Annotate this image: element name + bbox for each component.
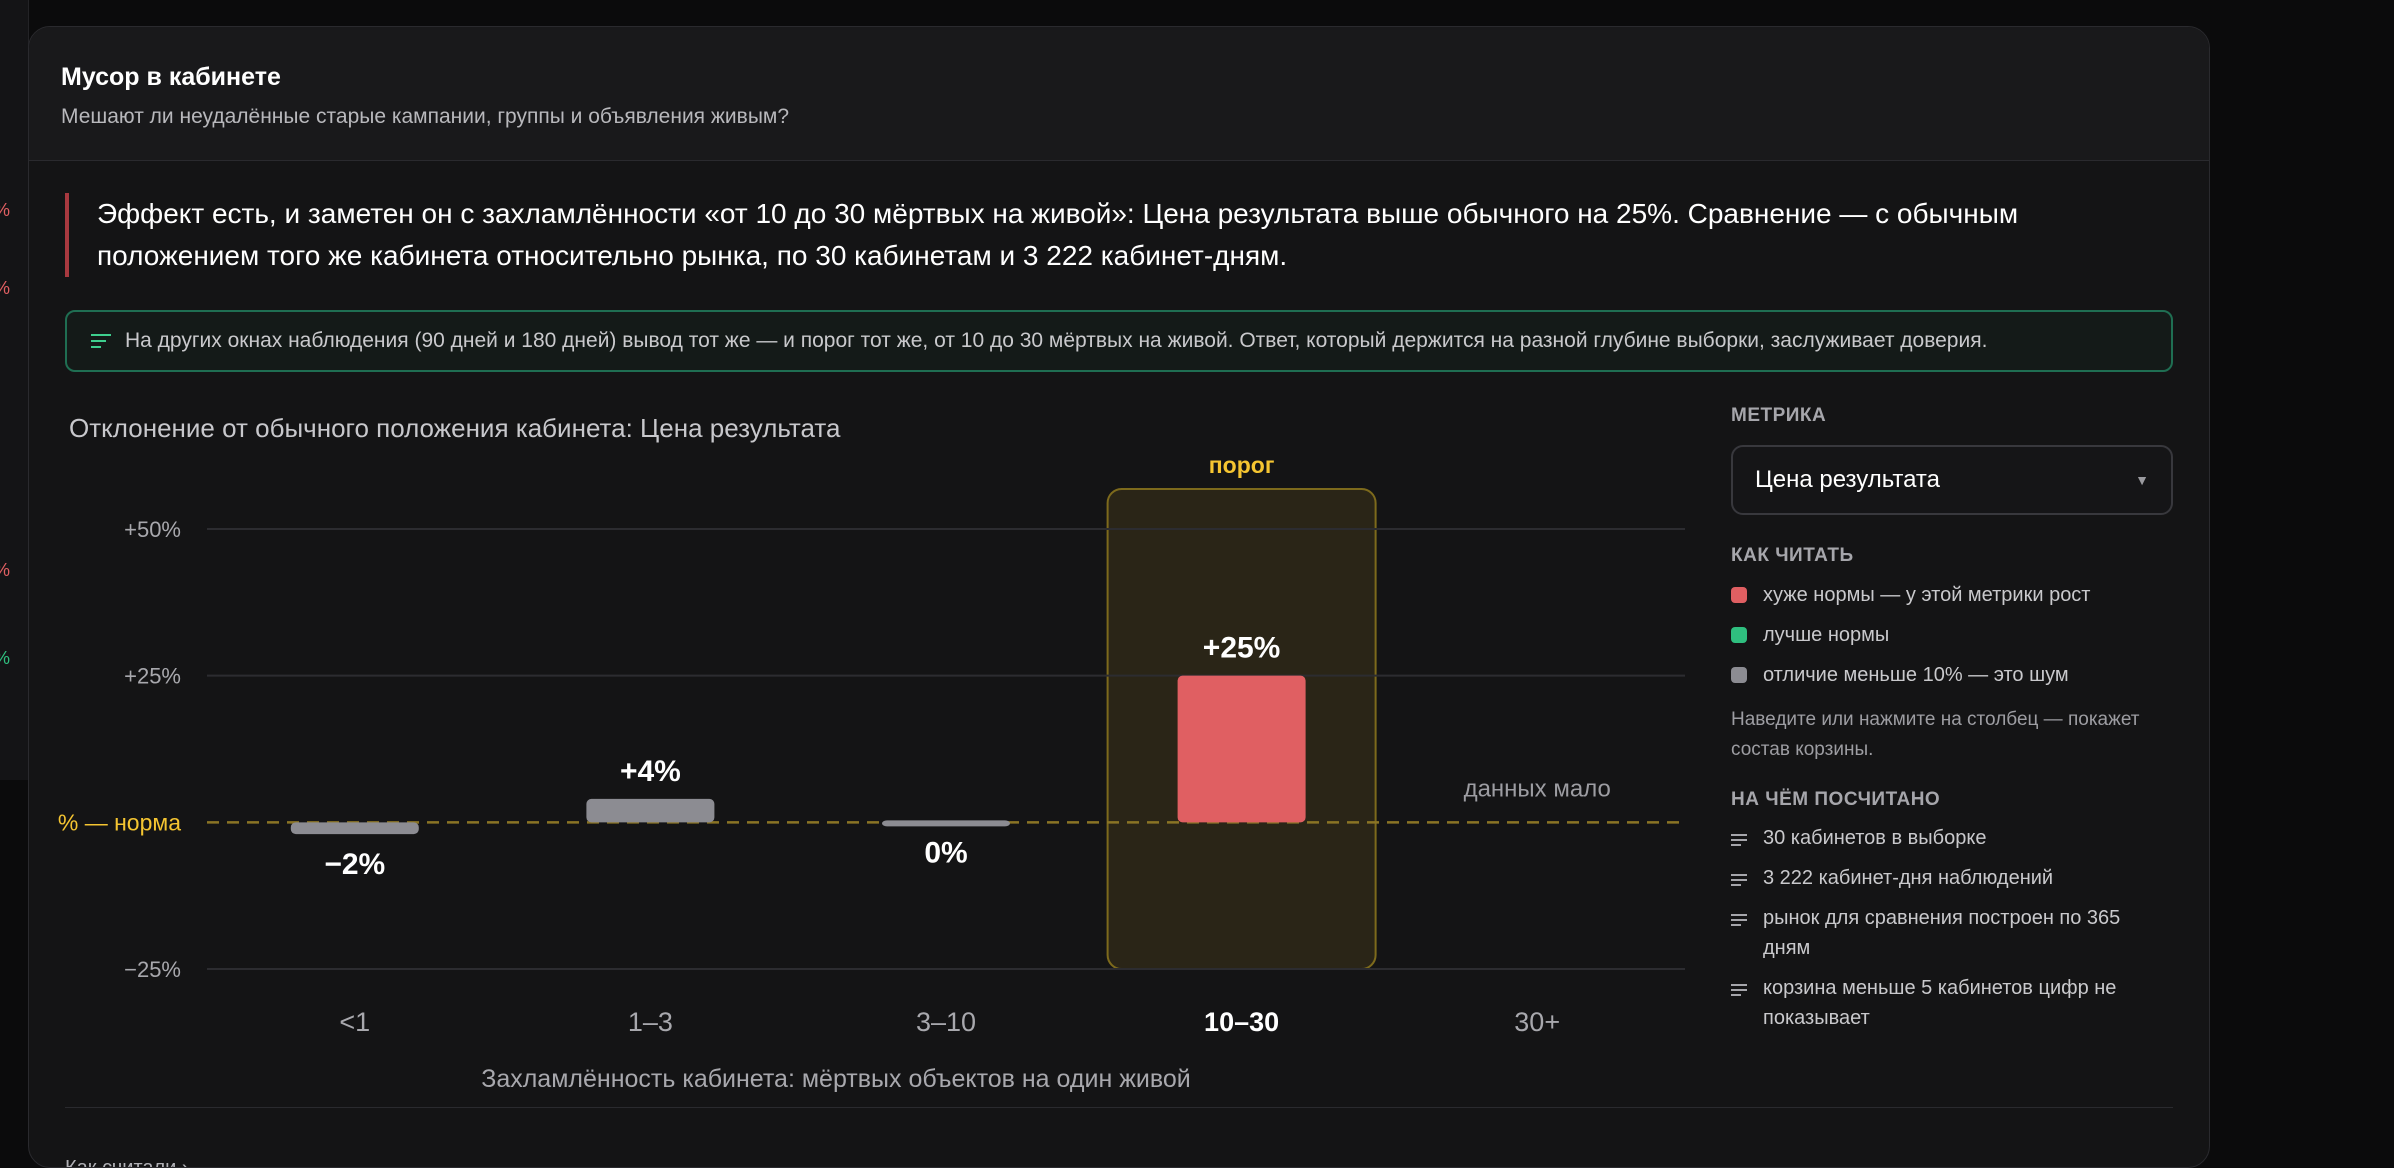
- card-header: [29, 27, 2209, 161]
- chart-title: Отклонение от обычного положения кабинет…: [69, 413, 841, 443]
- read-heading: КАК ЧИТАТЬ: [1731, 545, 1854, 566]
- fact-item: рынок для сравнения построен по 365 дням: [1731, 903, 2173, 963]
- left-mark: %: [0, 648, 10, 669]
- legend-item: хуже нормы — у этой метрики рост: [1731, 575, 2173, 615]
- note-text: На других окнах наблюдения (90 дней и 18…: [125, 329, 1988, 352]
- bar: [1177, 675, 1306, 823]
- threshold-label: порог: [1209, 452, 1275, 478]
- x-tick-label: 3–10: [916, 1007, 976, 1037]
- legend-swatch-noise: [1731, 667, 1747, 683]
- how-calculated-link[interactable]: Как считали ›: [65, 1157, 189, 1168]
- bar-value-label: +4%: [620, 755, 681, 788]
- fact-item: 30 кабинетов в выборке: [1731, 823, 2173, 853]
- legend-item: лучше нормы: [1731, 615, 2173, 655]
- lines-icon: [1731, 874, 1747, 893]
- legend: хуже нормы — у этой метрики рост лучше н…: [1731, 575, 2173, 695]
- lines-icon: [1731, 834, 1747, 853]
- x-tick-label: 30+: [1514, 1007, 1560, 1037]
- x-tick-label: <1: [339, 1007, 370, 1037]
- left-mark: %: [0, 278, 10, 299]
- bar: [290, 822, 419, 835]
- y-tick-label: −25%: [124, 957, 181, 982]
- bar-chart: порог +50% +25% −25% 0% — норма <1 −2% 1–3 +4% 3–…: [57, 452, 1685, 1093]
- legend-swatch-worse: [1731, 587, 1747, 603]
- robustness-note: На других окнах наблюдения (90 дней и 18…: [65, 310, 2173, 372]
- fact-text: 3 222 кабинет-дня наблюдений: [1763, 867, 2054, 889]
- legend-swatch-better: [1731, 627, 1747, 643]
- fact-item: корзина меньше 5 кабинетов цифр не показ…: [1731, 973, 2173, 1033]
- chevron-down-icon: ▼: [2135, 472, 2149, 488]
- bar: [586, 798, 715, 823]
- verdict-text: Эффект есть, и заметен он с захламлённос…: [65, 193, 2125, 277]
- lines-icon: [1731, 984, 1747, 1033]
- card-title: Мусор в кабинете: [61, 63, 281, 91]
- divider: [65, 1107, 2173, 1108]
- legend-item: отличие меньше 10% — это шум: [1731, 655, 2173, 695]
- metric-heading: МЕТРИКА: [1731, 405, 1827, 426]
- metric-select-value: Цена результата: [1755, 466, 1940, 493]
- y-tick-label: +50%: [124, 517, 181, 542]
- x-axis-label: Захламлённость кабинета: мёртвых объекто…: [481, 1065, 1191, 1093]
- bar-value-label: 0%: [924, 836, 967, 869]
- left-mark: %: [0, 560, 10, 581]
- legend-label: отличие меньше 10% — это шум: [1763, 663, 2069, 686]
- fact-text: корзина меньше 5 кабинетов цифр не показ…: [1763, 977, 2117, 1029]
- y-tick-label: +25%: [124, 664, 181, 689]
- lines-icon: [1731, 914, 1747, 963]
- fact-item: 3 222 кабинет-дня наблюдений: [1731, 863, 2173, 893]
- left-panel-edge: % % % %: [0, 0, 29, 780]
- legend-label: лучше нормы: [1763, 623, 1890, 646]
- zero-label: 0% — норма: [57, 809, 181, 835]
- x-tick-label: 10–30: [1204, 1007, 1279, 1037]
- list-icon: [91, 334, 111, 348]
- bar: [882, 820, 1010, 827]
- interaction-hint: Наведите или нажмите на столбец — покаже…: [1731, 709, 2140, 760]
- x-tick-label: 1–3: [628, 1007, 673, 1037]
- sidebar: МЕТРИКА Цена результата ▼ КАК ЧИТАТЬ хуж…: [1731, 405, 2173, 1043]
- no-data-label: данных мало: [1464, 775, 1611, 802]
- fact-text: 30 кабинетов в выборке: [1763, 827, 1987, 849]
- facts-heading: НА ЧЁМ ПОСЧИТАНО: [1731, 789, 1941, 810]
- bar-value-label: −2%: [324, 848, 385, 881]
- verdict-line: Эффект есть, и заметен он с захламлённос…: [97, 198, 2019, 229]
- card-subtitle: Мешают ли неудалённые старые кампании, г…: [61, 105, 790, 128]
- facts-list: 30 кабинетов в выборке 3 222 кабинет-дня…: [1731, 823, 2173, 1033]
- left-mark: %: [0, 200, 10, 221]
- verdict-line: положением того же кабинета относительно…: [97, 240, 1288, 271]
- metric-select[interactable]: Цена результата ▼: [1731, 445, 2173, 515]
- analysis-card: Мусор в кабинете Мешают ли неудалённые с…: [28, 26, 2210, 1168]
- legend-label: хуже нормы — у этой метрики рост: [1763, 583, 2091, 606]
- bar-value-label: +25%: [1203, 632, 1281, 665]
- fact-text: рынок для сравнения построен по 365 дням: [1763, 907, 2121, 959]
